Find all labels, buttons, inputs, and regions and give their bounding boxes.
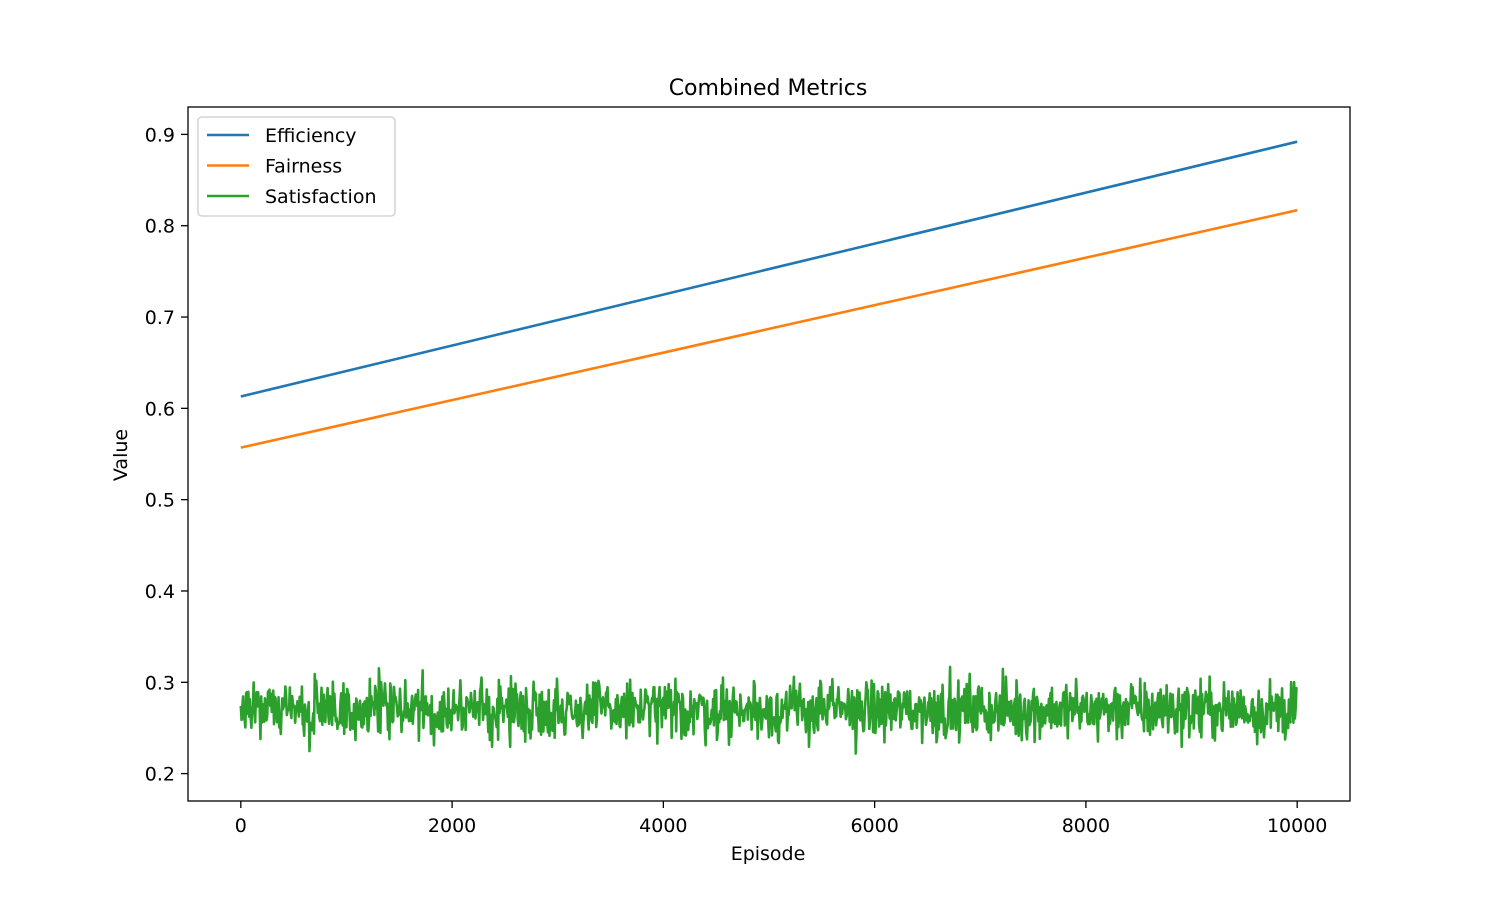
- x-tick-label: 8000: [1062, 815, 1110, 837]
- x-tick-label: 10000: [1267, 815, 1327, 837]
- legend-box: [197, 116, 396, 217]
- x-axis: 0 2000 4000 6000 8000 10000: [235, 801, 1327, 837]
- y-axis: 0.2 0.3 0.4 0.5 0.6 0.7 0.8 0.9: [145, 124, 188, 786]
- y-axis-label: Value: [110, 429, 132, 481]
- y-tick-label: 0.4: [145, 581, 175, 603]
- y-tick-label: 0.5: [145, 490, 175, 512]
- legend: Efficiency Fairness Satisfaction: [197, 116, 396, 217]
- series-line-efficiency: [240, 140, 1298, 398]
- x-tick-label: 6000: [850, 815, 898, 837]
- series-line-satisfaction: [239, 665, 1298, 755]
- x-axis-label: Episode: [731, 843, 806, 865]
- legend-label-fairness: Fairness: [265, 156, 342, 178]
- y-tick-label: 0.7: [145, 307, 175, 329]
- series-line-fairness: [240, 208, 1298, 449]
- chart-title: Combined Metrics: [669, 76, 868, 101]
- y-tick-label: 0.9: [145, 124, 175, 146]
- legend-label-efficiency: Efficiency: [265, 125, 357, 147]
- x-tick-label: 2000: [428, 815, 476, 837]
- legend-label-satisfaction: Satisfaction: [265, 186, 377, 208]
- series-layer: [239, 140, 1298, 755]
- plot-area-frame: [187, 106, 1351, 802]
- y-tick-label: 0.6: [145, 398, 175, 420]
- y-tick-label: 0.8: [145, 216, 175, 238]
- x-tick-label: 0: [235, 815, 247, 837]
- y-tick-label: 0.3: [145, 672, 175, 694]
- x-tick-label: 4000: [639, 815, 687, 837]
- y-tick-label: 0.2: [145, 764, 175, 786]
